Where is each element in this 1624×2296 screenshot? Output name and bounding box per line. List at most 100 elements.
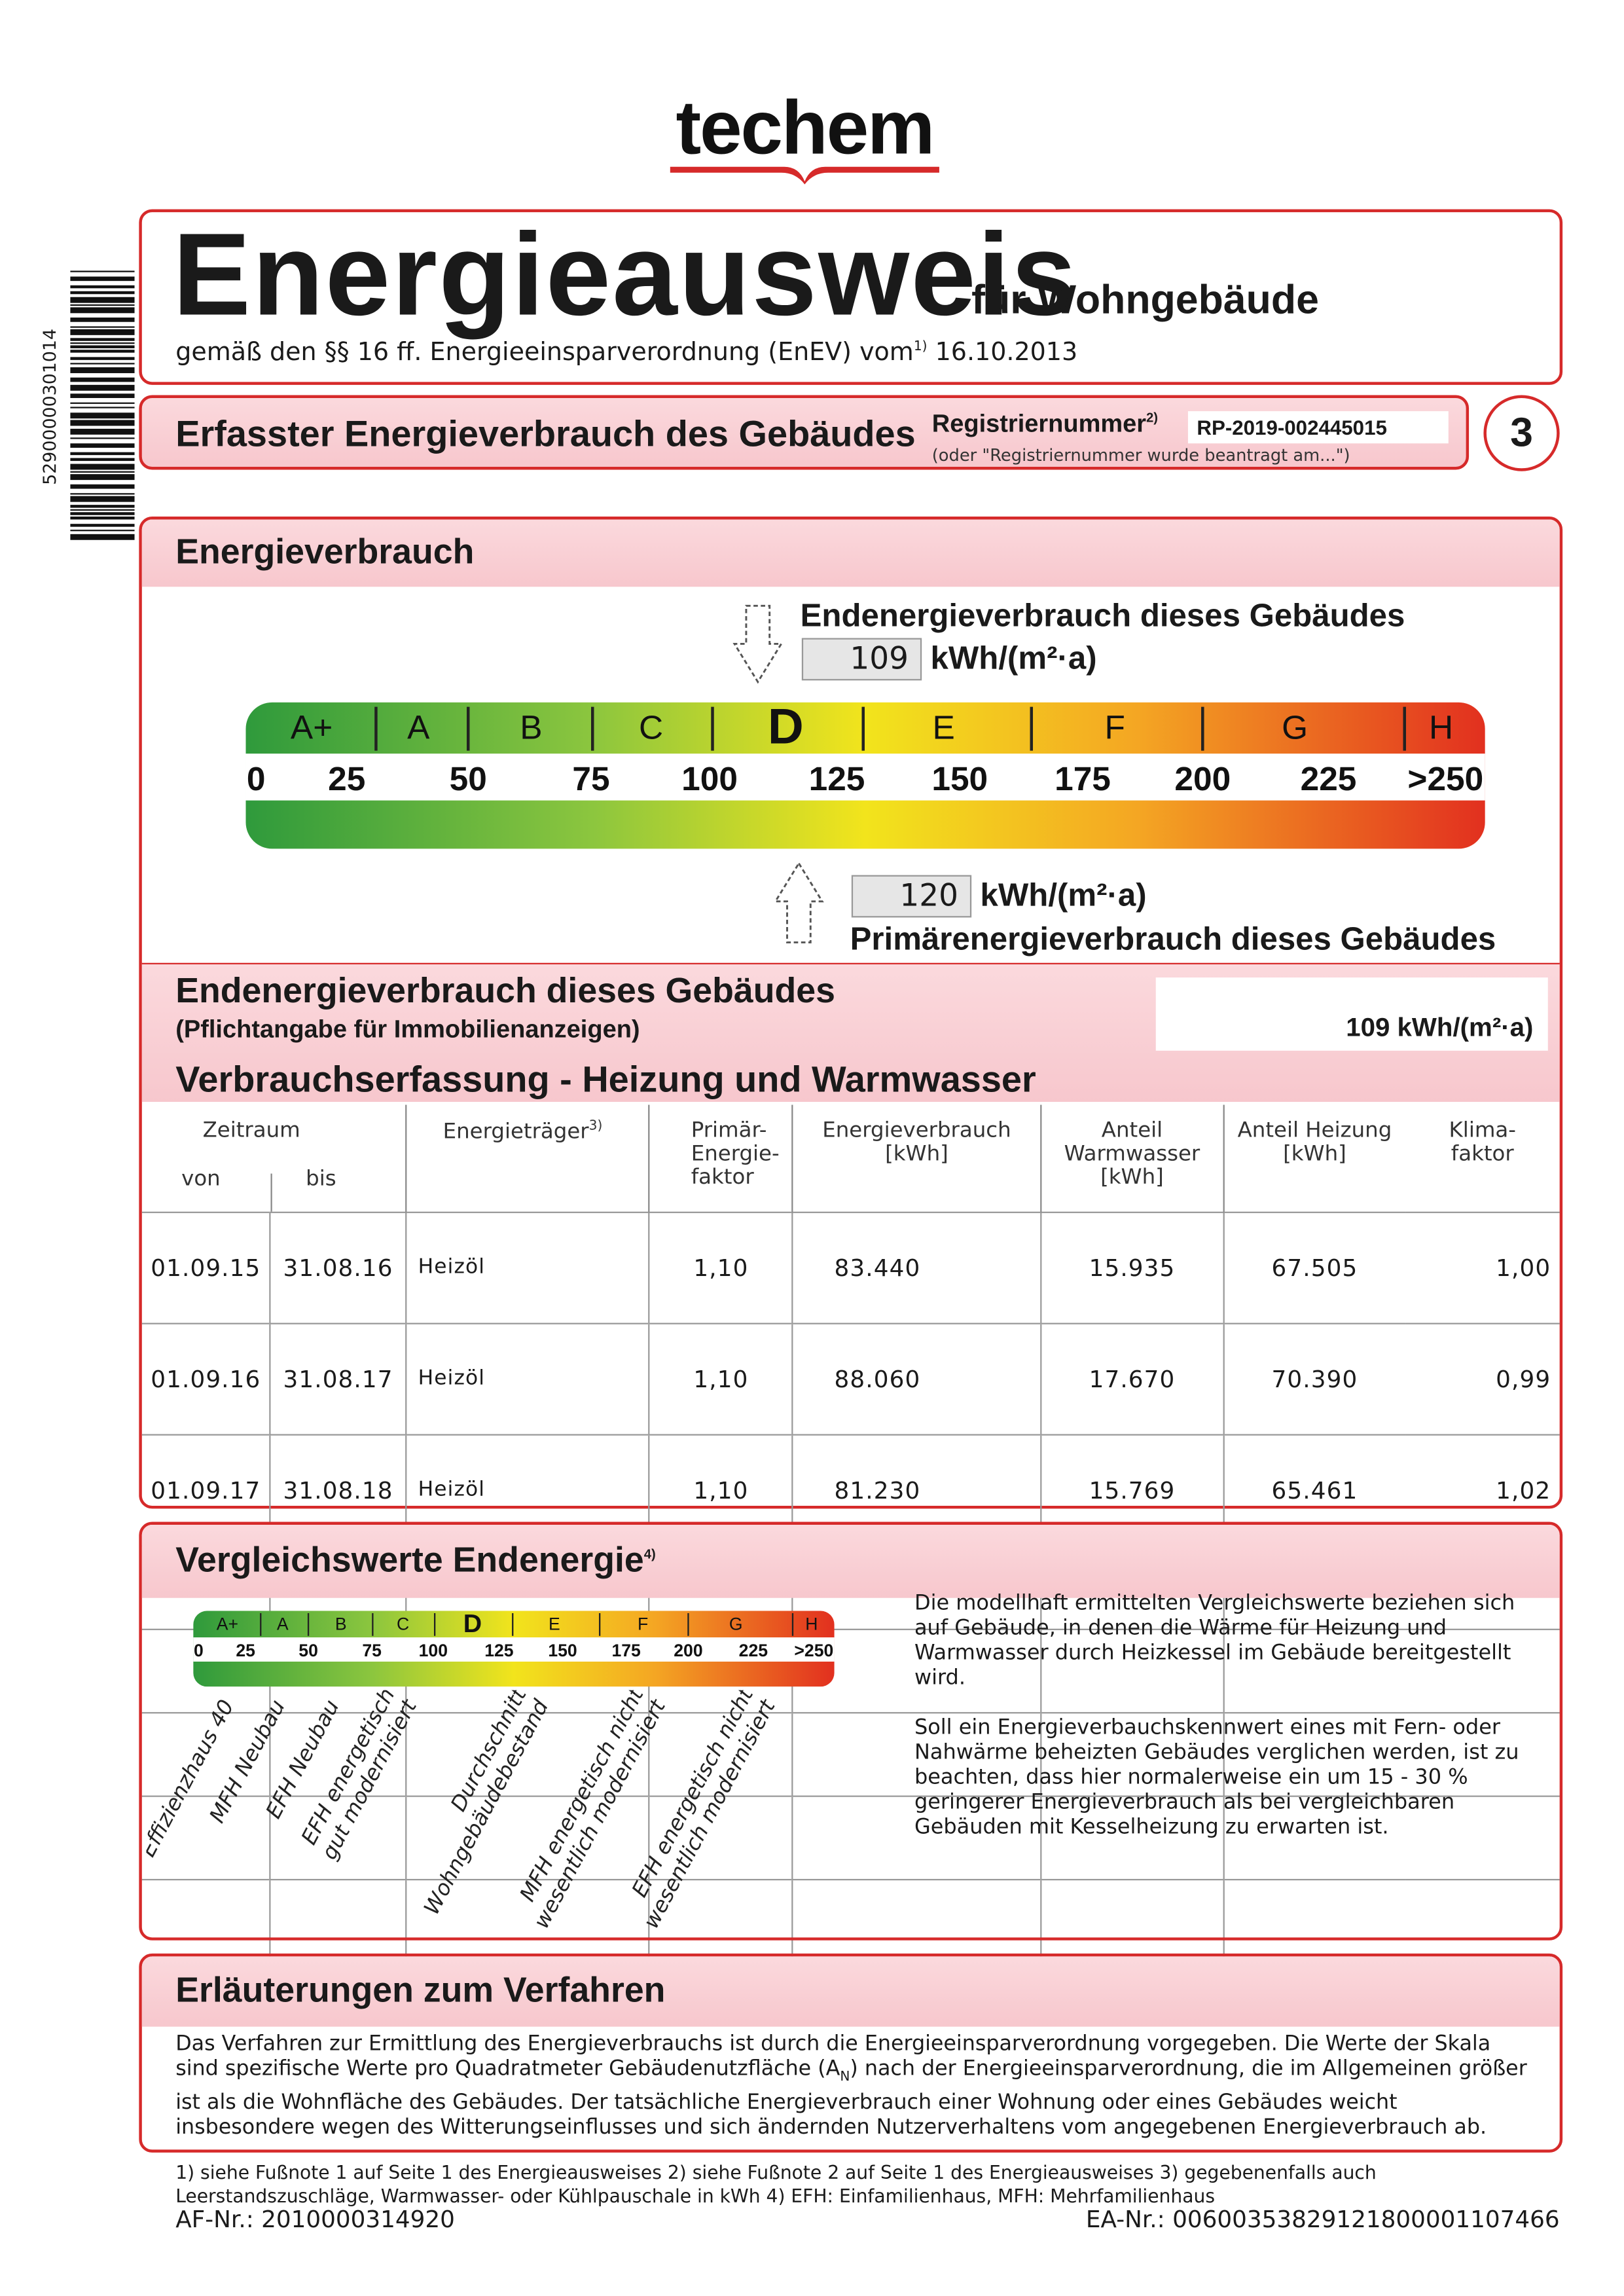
barcode-bar [70, 285, 135, 289]
header-line: Energieverbrauch [822, 1119, 1011, 1143]
scale-number: 100 [681, 759, 738, 797]
reg-value: RP-2019-002445015 [1187, 411, 1449, 444]
empty-cell [1222, 1878, 1405, 1962]
barcode-bar [70, 338, 135, 341]
explanation-box [139, 1953, 1563, 2153]
barcode-bar [70, 512, 135, 515]
comparison-text-2: Soll ein Energieverbauchskennwert eines … [914, 1716, 1519, 1840]
class-label: F [1104, 708, 1125, 746]
barcode-bar [70, 342, 135, 344]
empty-cell [1222, 1712, 1405, 1796]
table-row [141, 1795, 1560, 1879]
table-cell: 88.060 [791, 1322, 1041, 1434]
barcode-bar [70, 350, 135, 353]
barcode-bar [70, 493, 135, 495]
energy-header-band [141, 519, 1560, 587]
header-line: [kWh] [885, 1142, 948, 1167]
table-row [141, 1712, 1560, 1796]
page-number: 3 [1483, 395, 1560, 471]
scale-number: 125 [809, 759, 865, 797]
empty-cell [648, 1878, 793, 1962]
barcode-bar [70, 517, 135, 520]
barcode-bar [70, 384, 135, 391]
subtitle-date: 16.10.2013 [935, 338, 1078, 368]
reference-line: wesentlich modernisiert [638, 1695, 780, 1933]
empty-cell [1222, 1795, 1405, 1879]
barcode-bar [70, 524, 135, 527]
explanation-text-1: Das Verfahren zur Ermittlung des Energie… [175, 2032, 1491, 2081]
scale-number: 225 [739, 1641, 768, 1660]
empty-cell [270, 1878, 406, 1962]
header-carrier: Energieträger3) [405, 1104, 650, 1212]
empty-cell [270, 1712, 406, 1796]
mandatory-value: 109 [1346, 1012, 1390, 1042]
primary-unit: kWh/(m²·a) [980, 876, 1147, 913]
comparison-box [139, 1522, 1563, 1941]
empty-cell [1039, 1878, 1223, 1962]
table-cell: 1,10 [648, 1322, 793, 1434]
header-line: [kWh] [1100, 1166, 1164, 1190]
empty-cell [1039, 1712, 1223, 1796]
reg-hint: (oder "Registriernummer wurde beantragt … [931, 445, 1350, 465]
end-label: Endenergieverbrauch dieses Gebäudes [800, 596, 1405, 634]
table-cell: 31.08.16 [270, 1211, 406, 1323]
table-cell: 01.09.15 [151, 1253, 261, 1281]
barcode-bar [70, 496, 135, 502]
comparison-title: Vergleichswerte Endenergie4) [175, 1541, 655, 1582]
class-label: A+ [217, 1614, 238, 1633]
empty-cell [791, 1795, 1041, 1879]
header-box [139, 209, 1563, 385]
header-primary-factor: Primär- Energie-faktor [648, 1104, 793, 1212]
period-label: Zeitraum [202, 1119, 300, 1143]
mandatory-title: Endenergieverbrauch dieses Gebäudes [175, 972, 835, 1011]
from-label: von [181, 1167, 221, 1192]
comparison-text-1: Die modellhaft ermittelten Vergleichswer… [914, 1592, 1515, 1690]
table-cell: 1,00 [1496, 1253, 1551, 1281]
subtitle-text: gemäß den §§ 16 ff. Energieeinsparverord… [175, 338, 914, 368]
barcode-bar [70, 437, 135, 439]
scale-number: 0 [247, 759, 266, 797]
title-suffix: für Wohngebäude [971, 276, 1319, 322]
header-hot-water: Anteil Warmwasser [kWh] [1039, 1104, 1223, 1212]
class-label: C [639, 708, 663, 746]
reg-label-text: Registriernummer [931, 409, 1147, 438]
barcode-bar [70, 471, 135, 473]
barcode-bar [70, 345, 135, 348]
table-cell: 0,99 [1496, 1364, 1551, 1393]
table-cell: Heizöl [405, 1211, 650, 1323]
table-cell: 01.09.17 [151, 1476, 261, 1504]
explanation-subscript: N [840, 2070, 850, 2085]
period-divider [270, 1173, 272, 1212]
barcode-bar [70, 402, 135, 404]
barcode-bar [70, 420, 135, 426]
barcode-bar [70, 407, 135, 409]
table-row [141, 1878, 1560, 1962]
scale-number-band [245, 754, 1485, 801]
class-label: B [335, 1614, 347, 1633]
barcode-bar [70, 534, 135, 540]
class-label: D [463, 1609, 482, 1638]
table-cell: 83.440 [791, 1211, 1041, 1323]
barcode-bar [70, 363, 135, 365]
scale-number: 150 [931, 759, 988, 797]
scale-number: 100 [419, 1641, 448, 1660]
mandatory-value-box: 109 kWh/(m²·a) [1155, 977, 1548, 1051]
class-label: D [768, 699, 804, 754]
barcode-bar [70, 367, 135, 373]
explanation-text: Das Verfahren zur Ermittlung des Energie… [175, 2033, 1529, 2141]
footnotes: 1) siehe Fußnote 1 auf Seite 1 des Energ… [175, 2161, 1377, 2207]
table-cell: 31.08.17 [270, 1322, 406, 1434]
barcode-bar [70, 443, 135, 448]
header-energy: Energieverbrauch [kWh] [791, 1104, 1041, 1212]
header-line: Energie- [691, 1142, 780, 1167]
consumption-title: Verbrauchserfassung - Heizung und Warmwa… [175, 1059, 1036, 1101]
end-unit: kWh/(m²·a) [930, 639, 1097, 676]
mandatory-subtitle: (Pflichtangabe für Immobilienanzeigen) [175, 1015, 640, 1044]
class-label: G [729, 1614, 743, 1633]
section-title: Erfasster Energieverbrauch des Gebäudes [175, 414, 916, 456]
barcode-bar [70, 452, 135, 456]
footnote-mark: 2) [1146, 410, 1159, 425]
